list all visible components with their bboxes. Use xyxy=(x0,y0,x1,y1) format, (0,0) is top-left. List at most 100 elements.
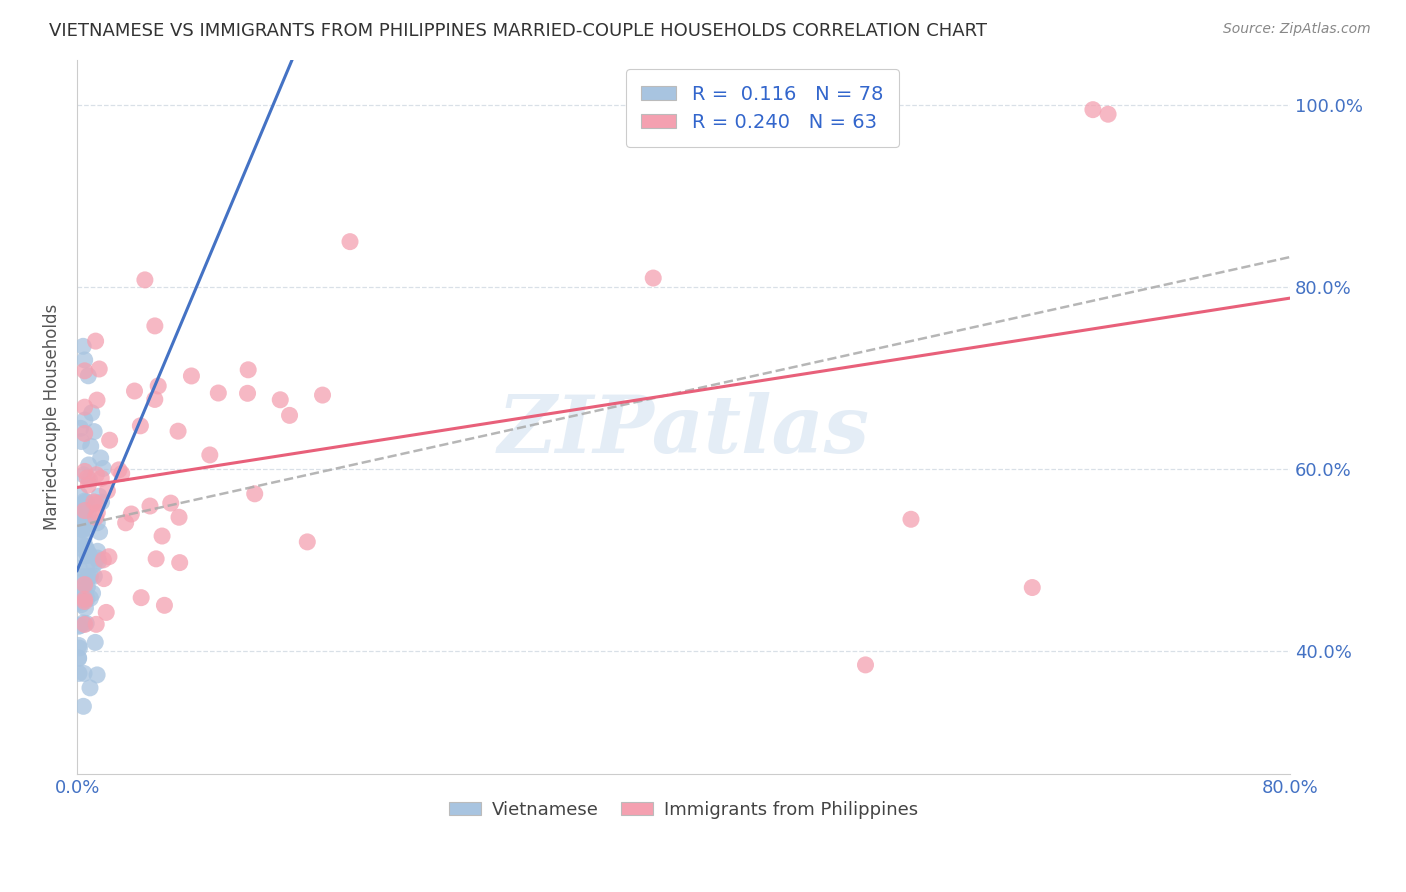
Point xyxy=(73,496,96,510)
Point xyxy=(278,409,301,423)
Point xyxy=(77,478,100,492)
Point xyxy=(86,544,108,558)
Point xyxy=(70,541,93,556)
Point xyxy=(75,516,97,530)
Point xyxy=(108,463,131,477)
Point xyxy=(86,506,108,520)
Point xyxy=(67,639,90,653)
Point xyxy=(86,393,108,408)
Point xyxy=(86,551,108,566)
Point xyxy=(96,483,118,498)
Point xyxy=(83,569,105,583)
Point xyxy=(79,516,101,531)
Point xyxy=(139,499,162,513)
Point xyxy=(114,516,136,530)
Point xyxy=(83,558,105,572)
Point xyxy=(77,570,100,584)
Point xyxy=(67,561,90,575)
Text: VIETNAMESE VS IMMIGRANTS FROM PHILIPPINES MARRIED-COUPLE HOUSEHOLDS CORRELATION : VIETNAMESE VS IMMIGRANTS FROM PHILIPPINE… xyxy=(49,22,987,40)
Point xyxy=(855,657,877,672)
Point xyxy=(79,681,101,695)
Point xyxy=(124,384,146,398)
Point xyxy=(90,471,112,485)
Point xyxy=(73,577,96,591)
Point xyxy=(73,400,96,414)
Point xyxy=(86,467,108,482)
Point xyxy=(180,368,202,383)
Point xyxy=(77,505,100,519)
Y-axis label: Married-couple Households: Married-couple Households xyxy=(44,304,60,530)
Point xyxy=(80,406,103,420)
Point xyxy=(167,424,190,438)
Point xyxy=(643,271,665,285)
Point xyxy=(145,552,167,566)
Point xyxy=(69,641,91,656)
Point xyxy=(1021,581,1043,595)
Point xyxy=(67,619,90,633)
Point xyxy=(75,587,97,601)
Point xyxy=(75,540,97,554)
Point xyxy=(73,494,96,508)
Point xyxy=(150,529,173,543)
Point xyxy=(73,582,96,596)
Point xyxy=(73,569,96,583)
Point xyxy=(297,535,319,549)
Point xyxy=(82,586,104,600)
Point xyxy=(70,598,93,612)
Point xyxy=(75,616,97,631)
Point xyxy=(77,547,100,561)
Text: ZIPatlas: ZIPatlas xyxy=(498,392,870,470)
Point xyxy=(311,388,333,402)
Point xyxy=(91,461,114,475)
Point xyxy=(72,699,94,714)
Point xyxy=(69,522,91,536)
Point xyxy=(75,494,97,508)
Point xyxy=(67,666,90,681)
Point xyxy=(77,521,100,535)
Point xyxy=(129,418,152,433)
Point xyxy=(67,651,90,665)
Point xyxy=(80,439,103,453)
Point xyxy=(96,606,118,620)
Point xyxy=(153,599,176,613)
Point xyxy=(79,569,101,583)
Point xyxy=(73,353,96,368)
Point xyxy=(89,362,111,376)
Point xyxy=(134,273,156,287)
Point xyxy=(75,601,97,615)
Point xyxy=(73,549,96,563)
Point xyxy=(72,538,94,552)
Point xyxy=(207,386,229,401)
Point xyxy=(236,386,259,401)
Point xyxy=(86,516,108,530)
Point xyxy=(169,556,191,570)
Point xyxy=(238,363,260,377)
Point xyxy=(120,507,142,521)
Point xyxy=(83,495,105,509)
Point xyxy=(73,594,96,608)
Point xyxy=(111,467,134,481)
Point xyxy=(70,434,93,449)
Point xyxy=(83,425,105,439)
Point xyxy=(73,666,96,681)
Point xyxy=(70,523,93,537)
Point xyxy=(70,508,93,523)
Point xyxy=(72,467,94,482)
Point xyxy=(67,650,90,665)
Point xyxy=(72,591,94,605)
Point xyxy=(84,334,107,348)
Point xyxy=(69,575,91,590)
Point xyxy=(73,426,96,441)
Point xyxy=(72,615,94,630)
Text: Source: ZipAtlas.com: Source: ZipAtlas.com xyxy=(1223,22,1371,37)
Point xyxy=(900,512,922,526)
Point xyxy=(86,668,108,682)
Point xyxy=(75,591,97,605)
Point xyxy=(73,364,96,378)
Point xyxy=(73,496,96,510)
Point xyxy=(69,421,91,435)
Point xyxy=(129,591,152,605)
Point xyxy=(73,592,96,607)
Point xyxy=(70,504,93,518)
Point xyxy=(76,580,98,594)
